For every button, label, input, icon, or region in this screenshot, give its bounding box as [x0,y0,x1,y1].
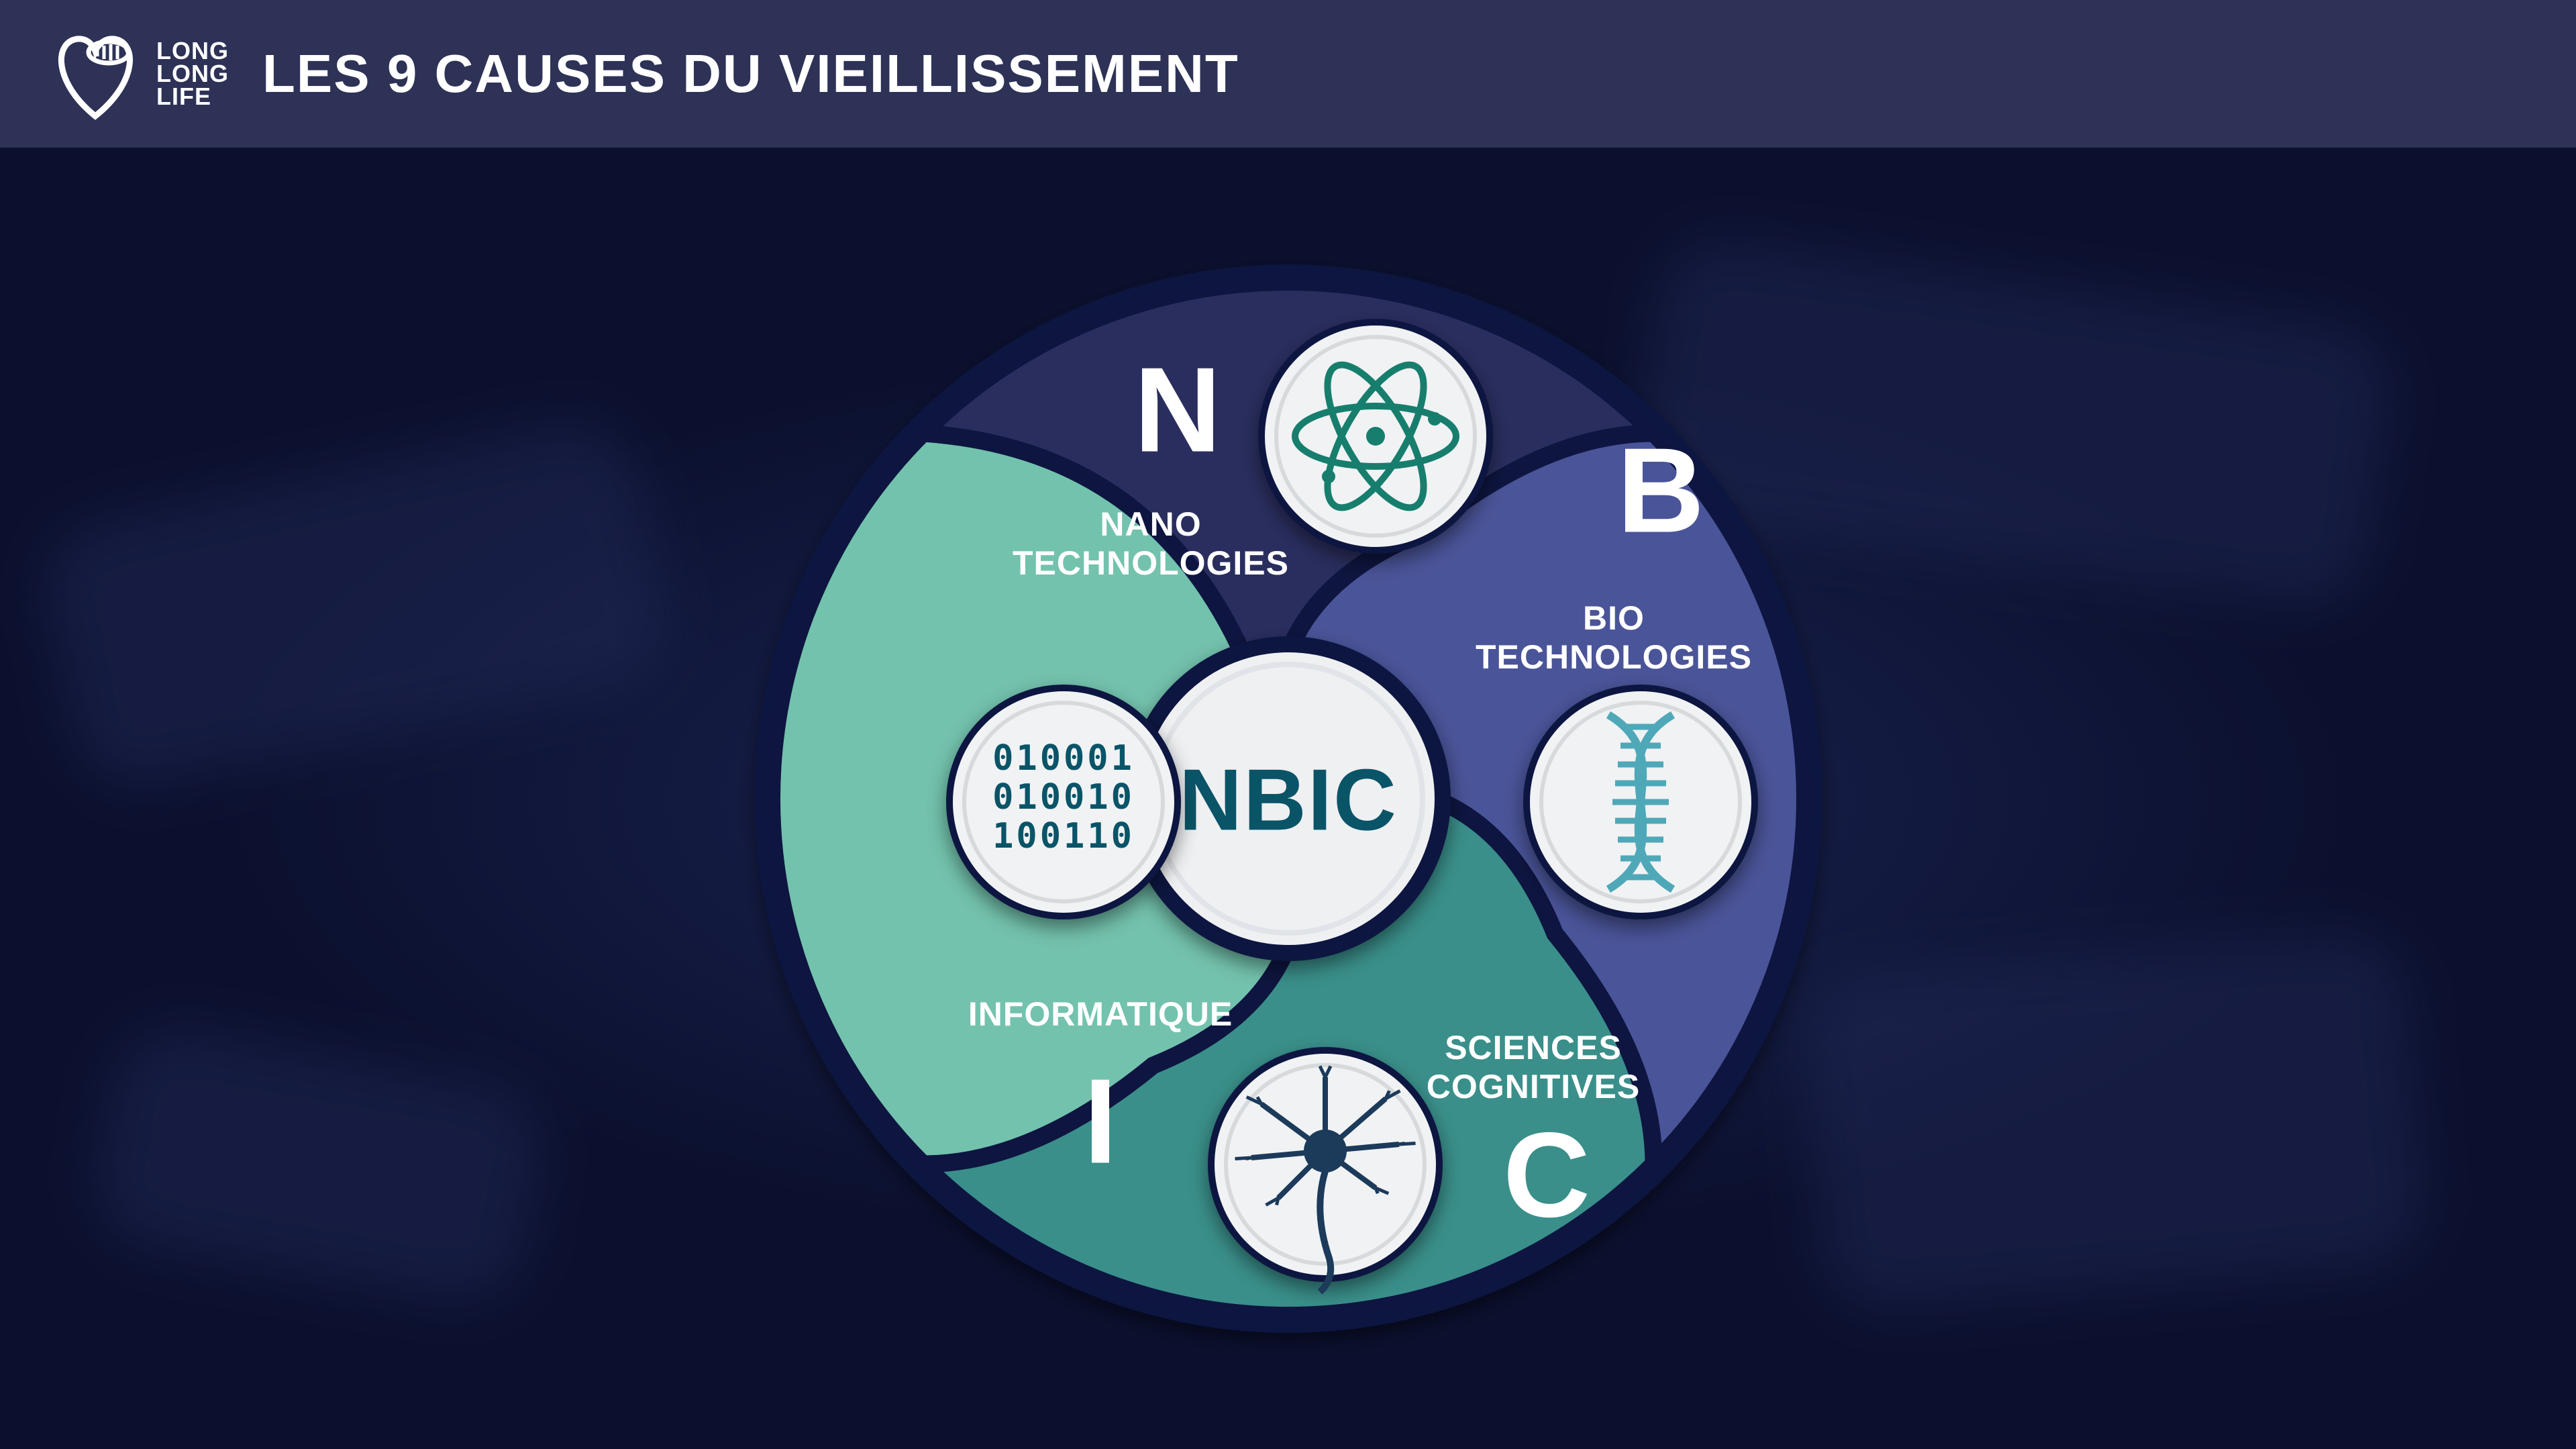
letter-i: I [1083,1054,1117,1189]
letter-b: B [1617,423,1704,558]
header-bar: LONG LONG LIFE LES 9 CAUSES DU VIEILLISS… [0,0,2576,148]
nbic-diagram: NBICNNANOTECHNOLOGIESBBIOTECHNOLOGIESCSC… [735,245,1842,1352]
label-n-1: NANO [1100,505,1201,543]
main-canvas: NBICNNANOTECHNOLOGIESBBIOTECHNOLOGIESCSC… [0,148,2576,1449]
label-c-1: SCIENCES [1445,1029,1622,1066]
heart-dna-icon [47,26,144,123]
label-i-1: INFORMATIQUE [968,995,1232,1033]
label-b-2: TECHNOLOGIES [1475,638,1751,676]
letter-n: N [1134,342,1221,477]
svg-text:100110: 100110 [992,816,1135,856]
brand-logo: LONG LONG LIFE [47,26,229,123]
binary-icon: 010001010010100110 [992,738,1135,856]
page-title: LES 9 CAUSES DU VIEILLISSEMENT [262,43,1239,105]
letter-c: C [1503,1107,1590,1242]
label-c-2: COGNITIVES [1426,1068,1639,1105]
svg-text:010001: 010001 [992,738,1135,779]
svg-text:010010: 010010 [992,777,1135,817]
brand-l3: LIFE [156,85,229,108]
brand-text: LONG LONG LIFE [156,40,229,109]
brand-l1: LONG [156,40,229,62]
label-n-2: TECHNOLOGIES [1012,544,1288,582]
brand-l2: LONG [156,62,229,85]
label-b-1: BIO [1583,599,1645,637]
center-label: NBIC [1179,750,1398,848]
